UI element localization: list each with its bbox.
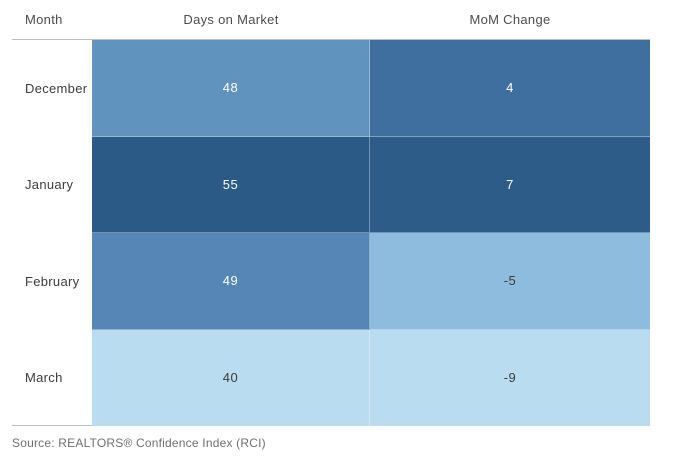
table-body: December 48 4 January 55 7 February 49 -5 March 40…	[12, 40, 650, 426]
source-note: Source: REALTORS® Confidence Index (RCI)	[12, 436, 266, 450]
mom-change-cell: -9	[370, 329, 650, 426]
column-header-mom-change: MoM Change	[469, 12, 551, 27]
month-label: February	[12, 233, 92, 330]
days-on-market-cell: 40	[92, 329, 370, 426]
month-label: January	[12, 136, 92, 233]
mom-change-cell: -5	[370, 233, 650, 330]
month-label: December	[12, 40, 92, 137]
days-on-market-cell: 55	[92, 136, 370, 233]
days-on-market-cell: 48	[92, 40, 370, 137]
month-label: March	[12, 329, 92, 426]
table: Month Days on Market MoM Change December…	[12, 0, 650, 426]
days-on-market-cell: 49	[92, 233, 370, 330]
table-row: March 40 -9	[12, 329, 650, 426]
table-row: February 49 -5	[12, 233, 650, 330]
table-row: December 48 4	[12, 40, 650, 137]
mom-change-cell: 4	[370, 40, 650, 137]
table-header-row: Month Days on Market MoM Change	[12, 0, 650, 40]
column-header-month: Month	[25, 12, 63, 27]
column-header-days-on-market: Days on Market	[183, 12, 279, 27]
table-row: January 55 7	[12, 136, 650, 233]
mom-change-cell: 7	[370, 136, 650, 233]
